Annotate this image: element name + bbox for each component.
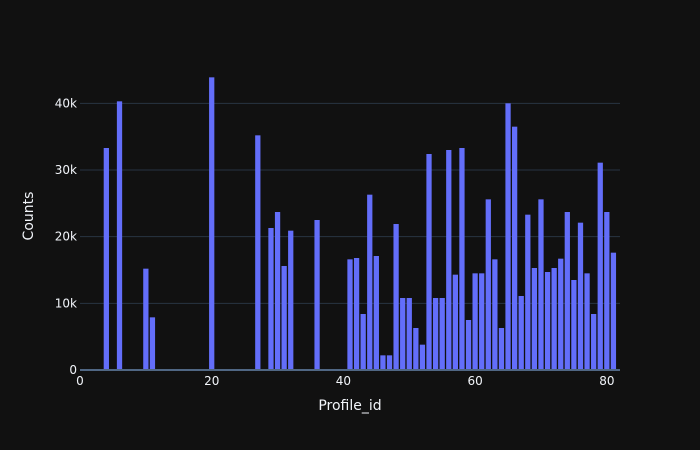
- bar: [591, 314, 597, 370]
- bar: [597, 162, 603, 370]
- bar: [367, 194, 373, 370]
- bar: [551, 268, 557, 370]
- bar: [149, 317, 156, 370]
- bar: [485, 199, 491, 370]
- bar: [446, 150, 452, 370]
- bar: [571, 280, 577, 370]
- bar: [459, 148, 465, 370]
- bar: [268, 228, 274, 370]
- bar: [347, 259, 353, 370]
- bar: [472, 273, 478, 370]
- bar: [143, 268, 149, 370]
- bar: [558, 258, 564, 370]
- bars: [103, 77, 617, 371]
- x-tick-label: 60: [467, 374, 482, 388]
- bar: [413, 328, 419, 370]
- bar: [531, 268, 538, 370]
- bar: [465, 320, 472, 370]
- bar: [209, 77, 215, 370]
- y-tick-label: 20k: [55, 230, 77, 244]
- bar: [353, 258, 360, 370]
- bar: [505, 103, 511, 370]
- bar: [577, 222, 584, 370]
- bar: [432, 298, 439, 370]
- y-axis-title: Counts: [21, 192, 37, 241]
- bar: [406, 298, 412, 370]
- bar: [479, 273, 485, 370]
- bar: [274, 212, 281, 370]
- bar: [610, 252, 617, 370]
- x-axis-title: Profile_id: [318, 398, 381, 414]
- bar: [393, 224, 399, 370]
- x-tick-label: 40: [336, 374, 351, 388]
- bar: [525, 214, 531, 370]
- bar: [400, 298, 406, 370]
- bar: [314, 220, 320, 370]
- y-tick-label: 0: [69, 363, 77, 377]
- bar: [419, 344, 426, 370]
- bar: [426, 154, 432, 370]
- y-tick-label: 30k: [55, 163, 77, 177]
- bar: [604, 212, 610, 370]
- bar: [538, 199, 544, 370]
- x-tick-label: 80: [599, 374, 614, 388]
- y-tick-label: 40k: [55, 96, 77, 110]
- y-tick-label: 10k: [55, 296, 77, 310]
- bar: [564, 212, 570, 370]
- x-tick-label: 0: [76, 374, 84, 388]
- bar: [512, 126, 518, 371]
- bar: [103, 148, 109, 370]
- bar: [544, 272, 551, 370]
- bar: [255, 135, 261, 370]
- bar: [452, 274, 458, 370]
- bar: [281, 266, 287, 370]
- bar: [492, 259, 498, 370]
- x-tick-label: 20: [204, 374, 219, 388]
- bar: [380, 355, 386, 370]
- bar: [518, 296, 524, 370]
- bar: [386, 355, 393, 370]
- bar: [584, 273, 590, 370]
- bar: [439, 298, 445, 370]
- bar: [116, 101, 123, 370]
- axes: 0 10k 20k 30k 40k 0 20 40 60 80: [55, 96, 620, 388]
- bar: [288, 230, 294, 370]
- bar: [498, 328, 505, 370]
- bar: [373, 256, 379, 370]
- bar: [360, 314, 366, 370]
